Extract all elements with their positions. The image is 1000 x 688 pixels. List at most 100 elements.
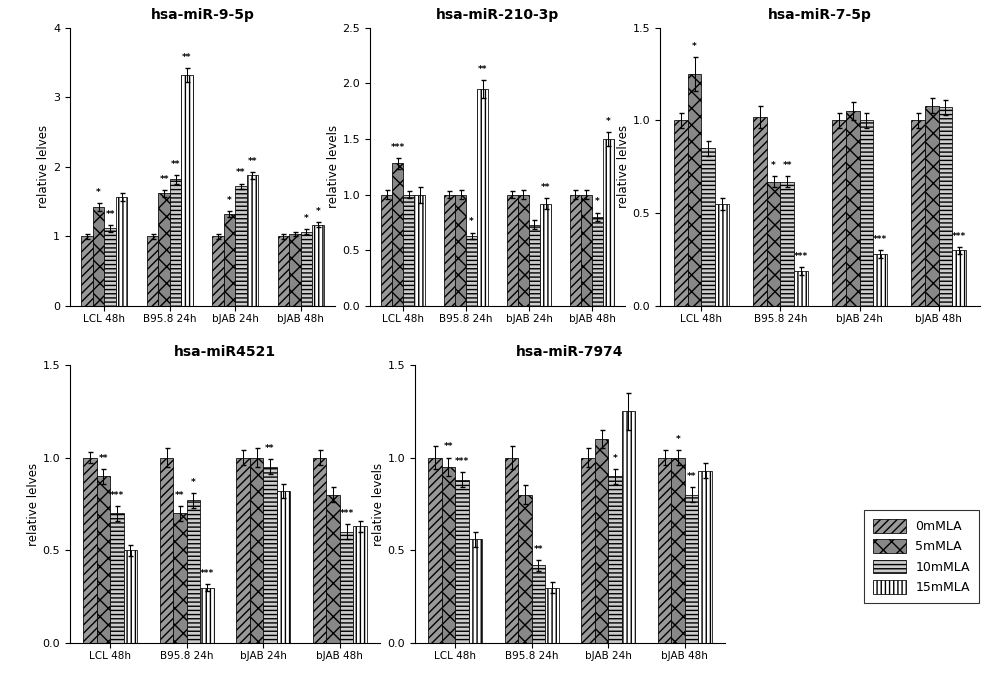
Text: ***: *** [339,509,354,518]
Bar [911,120,925,306]
Text: **: ** [99,453,108,462]
Bar [442,467,455,643]
Bar [147,237,158,306]
Text: **: ** [265,444,275,453]
Bar [518,495,532,643]
Text: *: * [606,117,611,126]
Bar [753,117,767,306]
Bar [444,195,455,306]
Bar [160,458,173,643]
Text: ***: *** [952,232,966,241]
Bar [507,195,518,306]
Text: **: ** [248,157,257,166]
Bar [529,225,540,306]
Bar [466,236,477,306]
Bar [301,232,312,306]
Bar [278,237,289,306]
Bar [392,164,403,306]
Bar [313,458,326,643]
Text: *: * [315,206,320,216]
Bar [570,195,581,306]
Text: **: ** [783,161,792,170]
Bar [477,89,488,306]
Bar [312,225,324,306]
Text: **: ** [478,65,487,74]
Text: *: * [469,217,474,226]
Bar [340,532,353,643]
Bar [235,186,247,306]
Bar [581,195,592,306]
Bar [212,237,224,306]
Bar [592,217,603,306]
Legend: 0mMLA, 5mMLA, 10mMLA, 15mMLA: 0mMLA, 5mMLA, 10mMLA, 15mMLA [864,510,979,603]
Bar [532,566,545,643]
Text: **: ** [687,472,696,481]
Text: *: * [692,42,697,51]
Text: ***: *** [455,458,469,466]
Bar [518,195,529,306]
Bar [658,458,671,643]
Bar [505,458,518,643]
Text: *: * [595,197,600,206]
Bar [428,458,442,643]
Text: **: ** [171,160,180,169]
Bar [250,458,263,643]
Bar [326,495,340,643]
Bar [939,107,952,306]
Title: hsa-miR-7974: hsa-miR-7974 [516,345,624,359]
Bar [469,539,482,643]
Text: *: * [191,477,196,486]
Bar [224,214,235,306]
Text: ***: *** [794,252,808,261]
Y-axis label: relative lelves: relative lelves [27,462,40,546]
Text: *: * [771,161,776,170]
Text: ***: *** [873,235,887,244]
Bar [247,175,258,306]
Bar [688,74,701,306]
Text: *: * [304,214,309,223]
Bar [83,458,97,643]
Bar [81,237,93,306]
Bar [701,149,715,306]
Bar [170,180,181,306]
Bar [289,235,301,306]
Title: hsa-miR-210-3p: hsa-miR-210-3p [436,8,559,22]
Bar [767,182,780,306]
Text: **: ** [534,545,543,554]
Bar [581,458,595,643]
Bar [455,480,469,643]
Bar [698,471,712,643]
Bar [263,467,277,643]
Y-axis label: relative levels: relative levels [372,462,385,546]
Bar [603,139,614,306]
Text: ***: *** [110,491,124,499]
Title: hsa-miR-7-5p: hsa-miR-7-5p [768,8,872,22]
Bar [674,120,688,306]
Text: **: ** [105,210,115,219]
Bar [671,458,685,643]
Text: **: ** [444,442,453,451]
Bar [832,120,846,306]
Text: *: * [96,188,101,197]
Text: *: * [613,453,617,462]
Text: **: ** [236,169,246,178]
Bar [952,250,966,306]
Bar [403,195,414,306]
Bar [277,491,290,643]
Bar [381,195,392,306]
Bar [173,513,187,643]
Bar [545,588,559,643]
Title: hsa-miR-9-5p: hsa-miR-9-5p [151,8,254,22]
Bar [925,105,939,306]
Text: **: ** [159,175,169,184]
Title: hsa-miR4521: hsa-miR4521 [174,345,276,359]
Bar [860,120,873,306]
Bar [540,204,551,306]
Text: **: ** [182,53,192,62]
Bar [455,195,466,306]
Bar [846,111,860,306]
Bar [414,195,425,306]
Bar [93,207,104,306]
Bar [873,254,887,306]
Text: *: * [227,196,232,205]
